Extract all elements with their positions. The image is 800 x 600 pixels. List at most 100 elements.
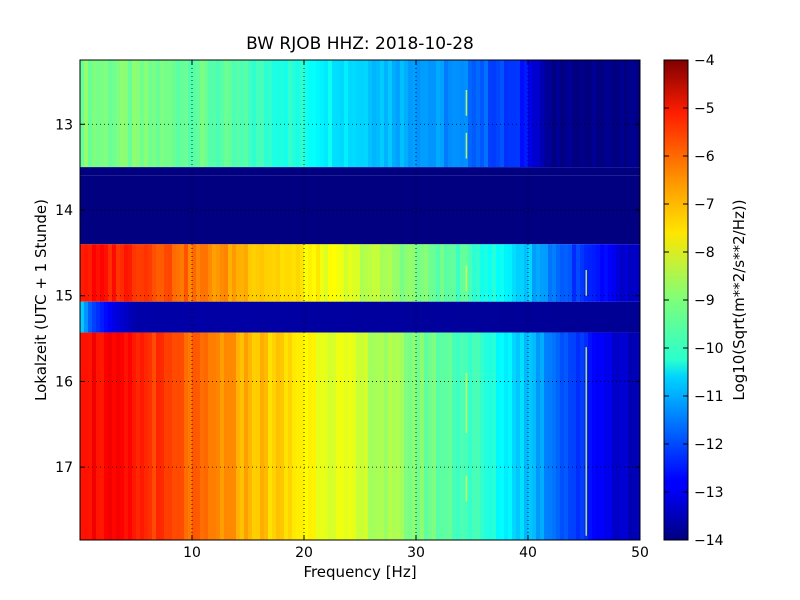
heatmap-cell	[280, 244, 285, 302]
heatmap-cell	[544, 244, 549, 302]
heatmap-cell	[284, 332, 289, 540]
heatmap-cell	[84, 244, 89, 302]
heatmap-cell	[264, 244, 269, 302]
x-tick-label: 40	[519, 545, 537, 561]
heatmap-cell	[540, 301, 545, 333]
band-5	[80, 332, 640, 540]
heatmap-cell	[568, 301, 573, 333]
heatmap-cell	[564, 60, 569, 168]
heatmap-cell	[484, 332, 489, 540]
heatmap-cell	[148, 301, 153, 333]
heatmap-cell	[304, 301, 309, 333]
heatmap-cell	[528, 60, 533, 168]
heatmap-cell	[492, 332, 497, 540]
colorbar-tick-label: −10	[694, 341, 724, 357]
heatmap-cell	[96, 332, 101, 540]
heatmap-cell	[432, 301, 437, 333]
y-axis-ticks: 13 14 15 16 17	[55, 117, 640, 476]
heatmap-cell	[576, 60, 581, 168]
heatmap-cell	[596, 301, 601, 333]
heatmap-cell	[136, 332, 141, 540]
colorbar-tick-label: −7	[694, 197, 715, 213]
heatmap-cell	[468, 332, 473, 540]
heatmap-cell	[416, 332, 421, 540]
heatmap-cell	[620, 244, 625, 302]
heatmap-cell	[140, 301, 145, 333]
heatmap-cell	[356, 332, 361, 540]
heatmap-cell	[352, 301, 357, 333]
heatmap-cell	[436, 60, 441, 168]
heatmap-cell	[596, 60, 601, 168]
heatmap-cell	[460, 60, 465, 168]
heatmap-cell	[156, 301, 161, 333]
heatmap-cell	[392, 60, 397, 168]
heatmap-cell	[388, 244, 393, 302]
heatmap-cell	[328, 301, 333, 333]
heatmap-cell	[608, 244, 613, 302]
heatmap-cell	[560, 332, 565, 540]
heatmap-cell	[224, 244, 229, 302]
heatmap-cell	[132, 301, 137, 333]
heatmap-cell	[196, 244, 201, 302]
heatmap-cell	[160, 332, 165, 540]
heatmap-cell	[388, 301, 393, 333]
heatmap-cell	[420, 60, 425, 168]
heatmap-cell	[468, 60, 473, 168]
heatmap-cell	[588, 244, 593, 302]
heatmap-cell	[464, 332, 469, 540]
heatmap-cell	[448, 301, 453, 333]
heatmap-cell	[404, 332, 409, 540]
heatmap-cell	[208, 60, 213, 168]
heatmap-cell	[564, 301, 569, 333]
colorbar-tick-label: −9	[694, 293, 715, 309]
heatmap-cell	[112, 60, 117, 168]
x-tick-label: 30	[407, 545, 425, 561]
heatmap-cell	[636, 60, 640, 168]
heatmap-cell	[504, 301, 509, 333]
heatmap-cell	[580, 301, 585, 333]
heatmap-cell	[412, 301, 417, 333]
heatmap-cell	[336, 60, 341, 168]
heatmap-cell	[376, 332, 381, 540]
heatmap-cell	[100, 332, 105, 540]
heatmap-cell	[568, 332, 573, 540]
heatmap-cell	[492, 244, 497, 302]
heatmap-cell	[420, 244, 425, 302]
heatmap-cell	[160, 244, 165, 302]
heatmap-cell	[588, 301, 593, 333]
heatmap-cell	[244, 244, 249, 302]
heatmap-cell	[616, 244, 621, 302]
heatmap-cell	[376, 60, 381, 168]
heatmap-cell	[260, 301, 265, 333]
heatmap-cell	[296, 332, 301, 540]
heatmap-cell	[452, 60, 457, 168]
heatmap-cell	[312, 60, 317, 168]
heatmap-cell	[440, 60, 445, 168]
heatmap-cell	[304, 60, 309, 168]
heatmap-cell	[460, 332, 465, 540]
heatmap-cell	[316, 60, 321, 168]
heatmap-cell	[244, 60, 249, 168]
heatmap-cell	[260, 60, 265, 168]
heatmap-cell	[188, 301, 193, 333]
heatmap-cell	[368, 301, 373, 333]
heatmap-cell	[444, 60, 449, 168]
heatmap-cell	[364, 301, 369, 333]
heatmap-cell	[140, 244, 145, 302]
heatmap-cell	[324, 332, 329, 540]
y-axis-label: Lokalzeit (UTC + 1 Stunde)	[32, 199, 50, 401]
heatmap-cell	[276, 332, 281, 540]
heatmap-cell	[180, 332, 185, 540]
heatmap-cell	[512, 301, 517, 333]
heatmap-cell	[260, 244, 265, 302]
heatmap-cell	[248, 60, 253, 168]
heatmap-cell	[108, 332, 113, 540]
heatmap-cell	[600, 244, 605, 302]
heatmap-cell	[344, 244, 349, 302]
heatmap-cell	[632, 60, 637, 168]
heatmap-cell	[364, 60, 369, 168]
heatmap-cell	[528, 332, 533, 540]
heatmap-cell	[296, 60, 301, 168]
heatmap-cell	[628, 301, 633, 333]
heatmap-cell	[132, 60, 137, 168]
